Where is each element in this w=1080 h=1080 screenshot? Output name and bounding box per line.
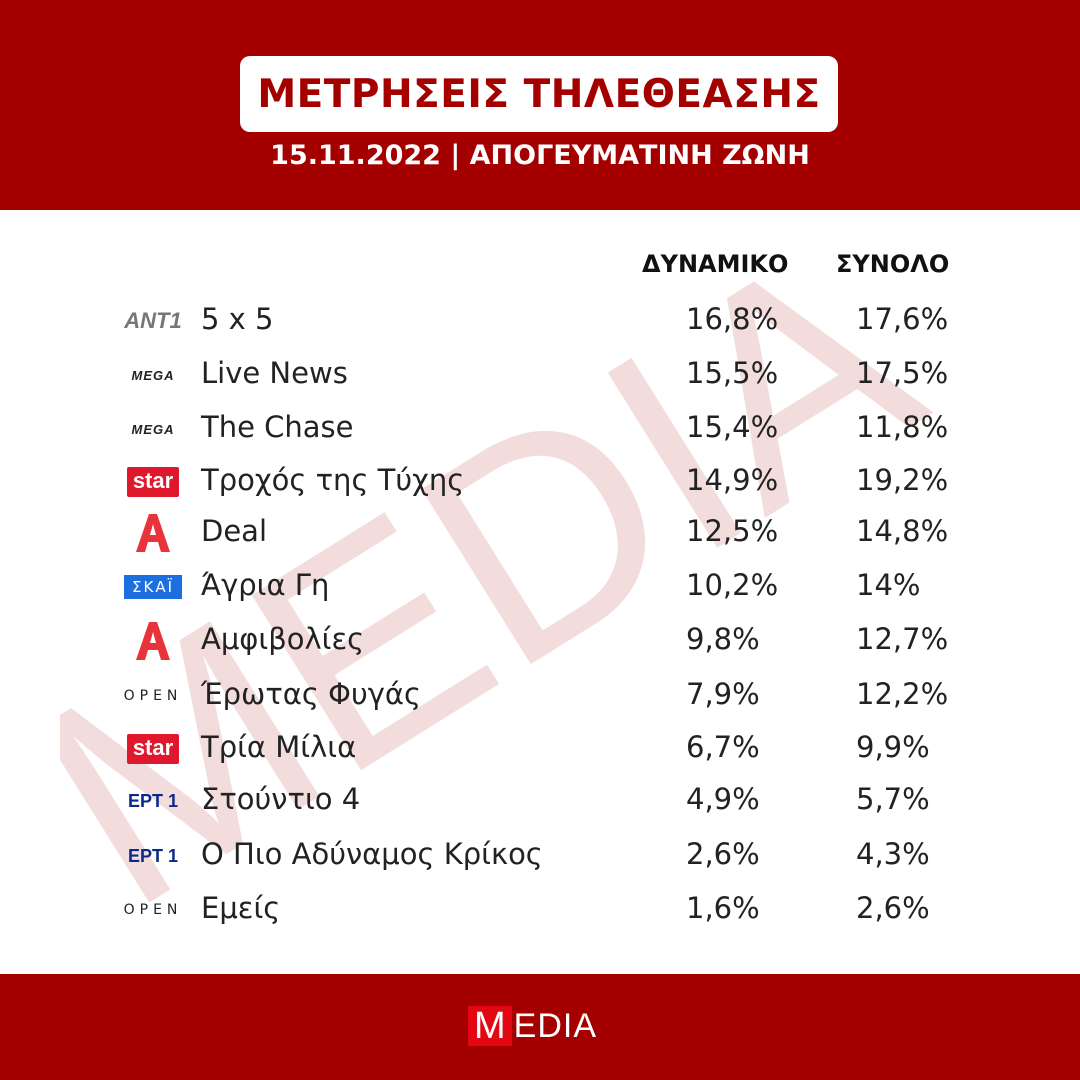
show-title: 5 x 5 [201, 302, 274, 336]
alpha-logo-mark [136, 514, 170, 552]
dynamic-value: 2,6% [686, 837, 760, 871]
mega-logo-icon: MEGA [131, 367, 175, 383]
total-value: 12,7% [856, 622, 949, 656]
table-row: MEGA Live News 15,5% 17,5% [0, 348, 1080, 402]
total-value: 11,8% [856, 410, 949, 444]
media-brand-logo: M EDIA [468, 1006, 597, 1046]
show-title: Τροχός της Τύχης [201, 463, 465, 497]
footer-banner [0, 974, 1080, 1080]
table-row: star Τροχός της Τύχης 14,9% 19,2% [0, 455, 1080, 509]
dynamic-value: 15,5% [686, 356, 779, 390]
table-row: ΕΡΤ 1 Ο Πιο Αδύναμος Κρίκος 2,6% 4,3% [0, 829, 1080, 883]
open-logo-icon: OPEN [123, 688, 183, 704]
column-header-total: ΣΥΝΟΛΟ [836, 250, 950, 278]
show-title: Έρωτας Φυγάς [201, 677, 422, 711]
page-title: ΜΕΤΡΗΣΕΙΣ ΤΗΛΕΘΕΑΣΗΣ [257, 71, 821, 117]
dynamic-value: 10,2% [686, 568, 779, 602]
alpha-logo-icon [118, 506, 188, 560]
page-subtitle: 15.11.2022 | ΑΠΟΓΕΥΜΑΤΙΝΗ ΖΩΝΗ [270, 140, 810, 171]
column-header-dynamic: ΔΥΝΑΜΙΚΟ [642, 250, 789, 278]
table-row: Αμφιβολίες 9,8% 12,7% [0, 614, 1080, 668]
total-value: 9,9% [856, 730, 930, 764]
show-title: Άγρια Γη [201, 568, 330, 602]
total-value: 17,6% [856, 302, 949, 336]
alpha-logo-mark [136, 622, 170, 660]
total-value: 19,2% [856, 463, 949, 497]
ert1-logo-text: ΕΡΤ 1 [127, 790, 179, 811]
dynamic-value: 7,9% [686, 677, 760, 711]
ant1-logo-icon: ΑΝΤ1 [124, 308, 182, 333]
show-title: Live News [201, 356, 348, 390]
total-value: 14,8% [856, 514, 949, 548]
dynamic-value: 4,9% [686, 782, 760, 816]
table-row: OPEN Εμείς 1,6% 2,6% [0, 883, 1080, 937]
star-logo-icon: star [118, 722, 188, 776]
show-title: Στούντιο 4 [201, 782, 361, 816]
show-title: The Chase [201, 410, 354, 444]
show-title: Αμφιβολίες [201, 622, 365, 656]
dynamic-value: 9,8% [686, 622, 760, 656]
dynamic-value: 15,4% [686, 410, 779, 444]
ert1-logo-icon: ΕΡΤ 1 [118, 829, 188, 883]
table-row: MEGA The Chase 15,4% 11,8% [0, 402, 1080, 456]
total-value: 17,5% [856, 356, 949, 390]
show-title: Deal [201, 514, 268, 548]
total-value: 12,2% [856, 677, 949, 711]
mega-logo-icon: MEGA [131, 421, 175, 437]
total-value: 5,7% [856, 782, 930, 816]
header-banner: ΜΕΤΡΗΣΕΙΣ ΤΗΛΕΘΕΑΣΗΣ 15.11.2022 | ΑΠΟΓΕΥ… [0, 0, 1080, 210]
open-logo-icon: OPEN [123, 902, 183, 918]
table-row: Deal 12,5% 14,8% [0, 506, 1080, 560]
ert1-logo-text: ΕΡΤ 1 [127, 845, 179, 866]
show-title: Ο Πιο Αδύναμος Κρίκος [201, 837, 543, 871]
alpha-logo-icon [118, 614, 188, 668]
brand-rest-text: EDIA [513, 1006, 598, 1045]
table-row: ΑΝΤ1 5 x 5 16,8% 17,6% [0, 294, 1080, 348]
total-value: 4,3% [856, 837, 930, 871]
dynamic-value: 12,5% [686, 514, 779, 548]
show-title: Τρία Μίλια [201, 730, 357, 764]
show-title: Εμείς [201, 891, 281, 925]
skai-logo-icon: ΣΚΑΪ [118, 560, 188, 614]
dynamic-value: 14,9% [686, 463, 779, 497]
table-row: ΣΚΑΪ Άγρια Γη 10,2% 14% [0, 560, 1080, 614]
title-box: ΜΕΤΡΗΣΕΙΣ ΤΗΛΕΘΕΑΣΗΣ [240, 56, 838, 132]
dynamic-value: 1,6% [686, 891, 760, 925]
star-logo-icon: star [118, 455, 188, 509]
ert1-logo-icon: ΕΡΤ 1 [118, 774, 188, 828]
total-value: 2,6% [856, 891, 930, 925]
table-row: ΕΡΤ 1 Στούντιο 4 4,9% 5,7% [0, 774, 1080, 828]
brand-m-block: M [468, 1006, 512, 1046]
table-row: star Τρία Μίλια 6,7% 9,9% [0, 722, 1080, 776]
dynamic-value: 16,8% [686, 302, 779, 336]
dynamic-value: 6,7% [686, 730, 760, 764]
total-value: 14% [856, 568, 921, 602]
table-row: OPEN Έρωτας Φυγάς 7,9% 12,2% [0, 669, 1080, 723]
